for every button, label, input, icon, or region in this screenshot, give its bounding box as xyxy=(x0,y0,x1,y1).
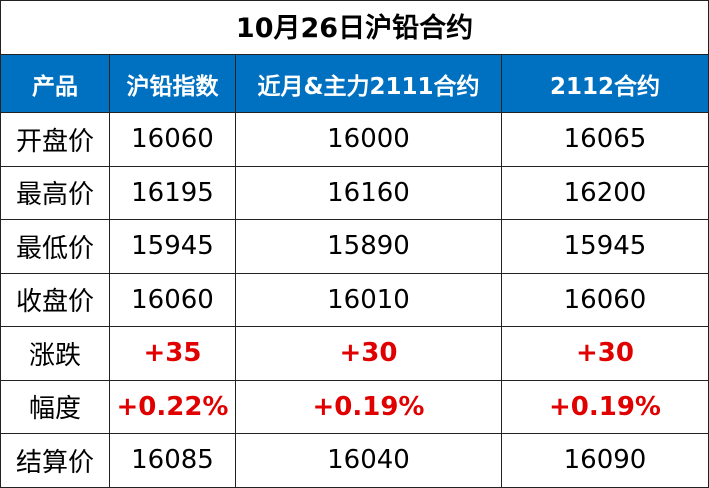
table-row: 最低价 15945 15890 15945 xyxy=(0,220,709,274)
value-cell: +35 xyxy=(110,327,236,381)
value-cell: 16060 xyxy=(502,273,709,327)
value-cell: 16085 xyxy=(110,434,236,488)
value-cell: 16060 xyxy=(110,113,236,167)
value-cell: 16200 xyxy=(502,166,709,220)
value-cell: 16065 xyxy=(502,113,709,167)
row-label: 涨跌 xyxy=(0,327,110,381)
value-cell: 16060 xyxy=(110,273,236,327)
header-row: 产品 沪铅指数 近月&主力2111合约 2112合约 xyxy=(0,55,709,113)
row-label: 收盘价 xyxy=(0,273,110,327)
header-cell: 2112合约 xyxy=(502,55,709,113)
value-cell: 16195 xyxy=(110,166,236,220)
table-row: 幅度 +0.22% +0.19% +0.19% xyxy=(0,380,709,434)
table-row: 涨跌 +35 +30 +30 xyxy=(0,327,709,381)
value-cell: +0.19% xyxy=(502,380,709,434)
row-label: 开盘价 xyxy=(0,113,110,167)
table-row: 开盘价 16060 16000 16065 xyxy=(0,113,709,167)
value-cell: 16010 xyxy=(236,273,502,327)
value-cell: 16000 xyxy=(236,113,502,167)
value-cell: +0.22% xyxy=(110,380,236,434)
value-cell: 15890 xyxy=(236,220,502,274)
header-cell: 沪铅指数 xyxy=(110,55,236,113)
table-body: 开盘价 16060 16000 16065 最高价 16195 16160 16200 最低价 1… xyxy=(0,113,709,488)
row-label: 最高价 xyxy=(0,166,110,220)
header-cell: 产品 xyxy=(0,55,110,113)
row-label: 结算价 xyxy=(0,434,110,488)
header-cell: 近月&主力2111合约 xyxy=(236,55,502,113)
table-title: 10月26日沪铅合约 xyxy=(0,0,709,55)
value-cell: 16160 xyxy=(236,166,502,220)
row-label: 幅度 xyxy=(0,380,110,434)
table-row: 收盘价 16060 16010 16060 xyxy=(0,273,709,327)
value-cell: 16040 xyxy=(236,434,502,488)
value-cell: +30 xyxy=(236,327,502,381)
value-cell: +0.19% xyxy=(236,380,502,434)
table-row: 最高价 16195 16160 16200 xyxy=(0,166,709,220)
table-row: 结算价 16085 16040 16090 xyxy=(0,434,709,488)
value-cell: 15945 xyxy=(110,220,236,274)
row-label: 最低价 xyxy=(0,220,110,274)
value-cell: +30 xyxy=(502,327,709,381)
value-cell: 15945 xyxy=(502,220,709,274)
value-cell: 16090 xyxy=(502,434,709,488)
